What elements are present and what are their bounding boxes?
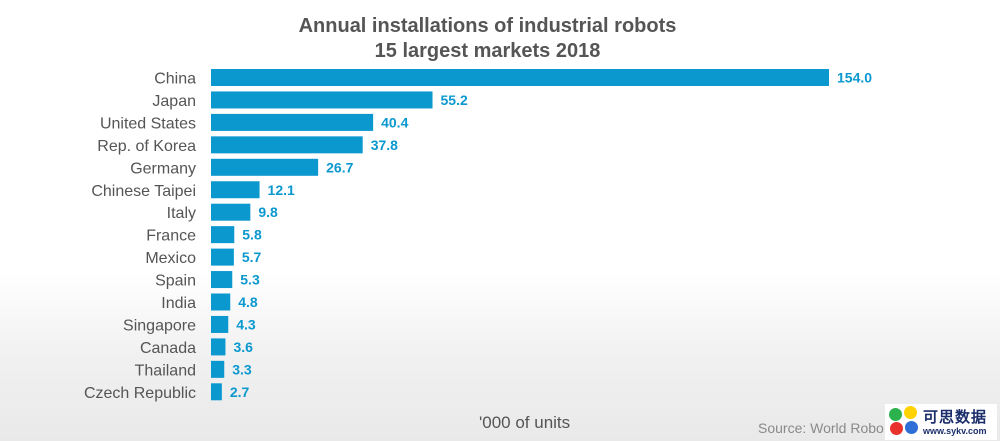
x-axis-label: '000 of units (479, 413, 571, 432)
value-label-japan: 55.2 (441, 92, 468, 108)
chart-subtitle: 15 largest markets 2018 (374, 40, 601, 62)
bar-india (211, 293, 231, 311)
bar-spain (211, 271, 233, 289)
bar-thailand (211, 360, 225, 378)
value-label-mexico: 5.7 (242, 249, 262, 265)
value-label-india: 4.8 (238, 294, 258, 310)
value-label-canada: 3.6 (233, 339, 253, 355)
bar-canada (211, 338, 226, 356)
value-label-thailand: 3.3 (232, 361, 252, 377)
category-label-china: China (154, 71, 196, 88)
bar-united-states (211, 113, 374, 131)
value-label-italy: 9.8 (258, 204, 278, 220)
bar-germany (211, 158, 319, 176)
category-label-mexico: Mexico (145, 250, 196, 267)
bar-italy (211, 203, 251, 221)
value-label-united-states: 40.4 (381, 114, 408, 130)
category-label-spain: Spain (155, 273, 196, 290)
value-label-rep-of-korea: 37.8 (371, 137, 398, 153)
value-label-germany: 26.7 (326, 159, 353, 175)
bar-singapore (211, 315, 229, 333)
bar-china (211, 69, 829, 86)
value-label-spain: 5.3 (240, 272, 260, 288)
category-label-singapore: Singapore (123, 317, 196, 334)
category-label-germany: Germany (130, 160, 196, 177)
bar-mexico (211, 248, 234, 266)
category-label-thailand: Thailand (135, 362, 196, 379)
category-label-italy: Italy (167, 205, 196, 222)
value-label-france: 5.8 (242, 227, 262, 243)
value-label-chinese-taipei: 12.1 (268, 182, 295, 198)
category-label-canada: Canada (140, 340, 196, 357)
value-label-china: 154.0 (837, 70, 872, 86)
bar-czech-republic (211, 383, 222, 401)
category-label-chinese-taipei: Chinese Taipei (91, 183, 196, 200)
value-label-czech-republic: 2.7 (230, 384, 250, 400)
logo-yellow-dot (904, 406, 917, 419)
bar-france (211, 226, 235, 244)
bar-chinese-taipei (211, 181, 260, 199)
category-label-france: France (146, 228, 196, 245)
logo-brand-text: 可思数据 (923, 409, 988, 426)
watermark-logo: 可思数据 www.sykv.com (885, 404, 997, 440)
logo-site-text: www.sykv.com (923, 426, 987, 436)
logo-green-dot (889, 408, 902, 421)
logo-blue-dot (905, 421, 918, 434)
source-note: Source: World Robo (758, 420, 884, 436)
value-label-singapore: 4.3 (236, 316, 256, 332)
category-label-czech-republic: Czech Republic (84, 385, 196, 402)
category-label-rep-of-korea: Rep. of Korea (97, 138, 196, 155)
category-label-united-states: United States (100, 115, 196, 132)
chart-title-block: Annual installations of industrial robot… (0, 14, 975, 64)
category-label-india: India (161, 295, 196, 312)
bar-japan (211, 91, 433, 109)
category-label-japan: Japan (152, 93, 196, 110)
logo-red-dot (890, 422, 903, 435)
chart-title: Annual installations of industrial robot… (298, 15, 677, 37)
bar-rep-of-korea (211, 136, 363, 154)
